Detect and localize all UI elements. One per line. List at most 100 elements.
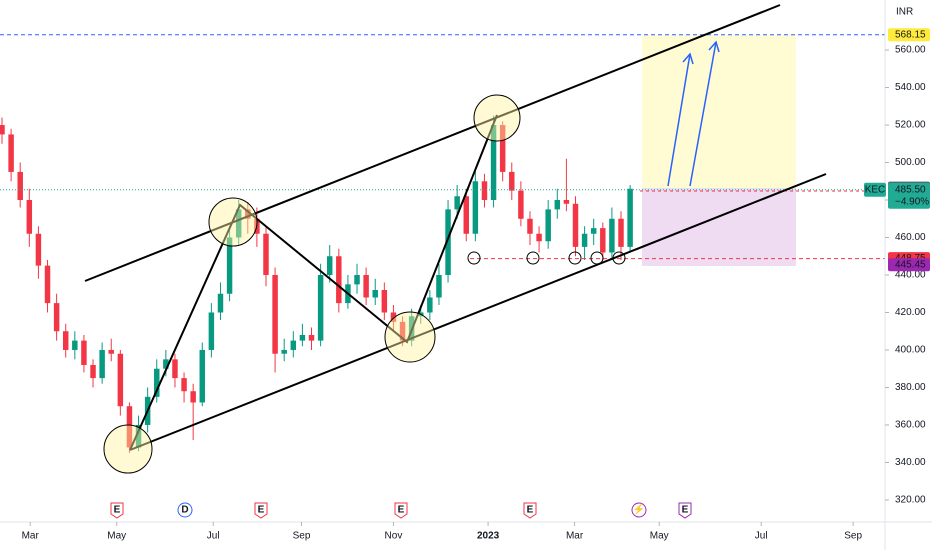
candle-body xyxy=(26,200,33,234)
candle-body xyxy=(363,274,369,298)
arrow-head xyxy=(708,40,720,53)
candle-body xyxy=(390,312,397,322)
candle-body xyxy=(163,359,169,369)
candle-body xyxy=(336,256,342,304)
candle-body xyxy=(8,134,14,172)
x-tick-label: Sep xyxy=(844,531,862,542)
pivot-circle xyxy=(208,197,258,247)
candle-body xyxy=(436,274,442,298)
y-tick-label: 440.00 xyxy=(895,270,926,281)
y-tick-label: 380.00 xyxy=(895,382,926,393)
candle-body xyxy=(0,125,5,135)
y-tick-label: 540.00 xyxy=(895,82,926,93)
candle-body xyxy=(581,233,588,247)
price-axis xyxy=(885,0,932,550)
candle-body xyxy=(44,265,51,304)
event-icon xyxy=(678,502,692,519)
candle-body xyxy=(299,334,306,341)
candle-body xyxy=(545,209,551,242)
arrow xyxy=(667,53,691,187)
candle-body xyxy=(354,274,360,285)
event-label: ⚡ xyxy=(633,503,645,516)
y-tick-label: 420.00 xyxy=(895,307,926,318)
candle-body xyxy=(90,364,96,379)
candle-body xyxy=(235,209,242,238)
candle-body xyxy=(399,321,406,341)
candle-body xyxy=(600,228,606,253)
y-tick-label: 560.00 xyxy=(895,45,926,56)
y-tick-label: 360.00 xyxy=(895,420,926,431)
candle-body xyxy=(72,340,78,350)
candle-body xyxy=(454,196,460,210)
candle-body xyxy=(563,200,570,204)
candle-body xyxy=(326,256,333,275)
candle-body xyxy=(208,312,215,350)
event-label: D xyxy=(181,505,188,516)
candle-body xyxy=(609,218,615,253)
pivot-circle xyxy=(473,94,521,142)
candle-body xyxy=(618,218,624,247)
event-label: E xyxy=(527,505,534,516)
zones xyxy=(642,35,796,266)
overlay: 320.00 340.00 360.00 380.00 400.00 420.00 440.… xyxy=(22,28,930,542)
candle-body xyxy=(527,218,533,234)
event-icon xyxy=(254,502,268,519)
candle-body xyxy=(536,233,542,242)
candle-body xyxy=(590,228,597,234)
candle-body xyxy=(627,188,633,247)
support-circle xyxy=(590,251,604,265)
candle-body xyxy=(490,125,497,201)
event-icon xyxy=(177,502,193,518)
last-price: 485.50 xyxy=(895,184,926,195)
support-circle xyxy=(526,251,540,265)
candle-body xyxy=(381,289,388,313)
candle-body xyxy=(226,237,233,294)
channel-lower xyxy=(129,173,827,451)
price-label-box xyxy=(888,258,930,272)
y-tick-label: 400.00 xyxy=(895,345,926,356)
candle-body xyxy=(427,297,433,313)
candle-body xyxy=(554,200,561,210)
event-label: E xyxy=(398,505,405,516)
x-tick-label: May xyxy=(107,531,126,542)
candle-body xyxy=(199,349,206,403)
channel-upper xyxy=(84,4,781,282)
price-label: 568.15 xyxy=(895,29,926,40)
x-tick-label: 2023 xyxy=(477,531,500,542)
candle-body xyxy=(481,181,488,201)
x-tick-label: Mar xyxy=(22,531,40,542)
arrow xyxy=(689,41,717,187)
candle-body xyxy=(472,181,479,234)
candle-body xyxy=(445,209,451,275)
candle-body xyxy=(117,353,124,407)
candle-body xyxy=(372,289,378,298)
support-circle xyxy=(467,251,481,265)
event-icon xyxy=(523,502,537,519)
candle-body xyxy=(499,125,506,172)
x-tick-label: Jul xyxy=(207,531,220,542)
event-icon xyxy=(110,502,124,519)
candle-body xyxy=(518,190,524,219)
arrows xyxy=(667,40,720,187)
candle-body xyxy=(308,334,315,341)
stop-zone xyxy=(642,188,796,266)
candle-body xyxy=(154,368,160,397)
support-circle xyxy=(612,251,626,265)
x-tick-label: Nov xyxy=(385,531,403,542)
pivot-circle xyxy=(384,311,436,363)
candle-body xyxy=(509,171,515,191)
x-tick-label: Mar xyxy=(566,531,584,542)
candle-body xyxy=(81,340,87,365)
candle-body xyxy=(181,378,187,392)
event-icon xyxy=(631,502,647,518)
symbol-label: KEC xyxy=(865,184,886,195)
candle-body xyxy=(263,233,269,275)
candle-body xyxy=(317,274,324,341)
zigzag xyxy=(129,114,498,451)
candle-body xyxy=(172,359,178,379)
y-tick-label: 320.00 xyxy=(895,495,926,506)
candle-body xyxy=(290,340,297,350)
last-price-box xyxy=(888,182,930,209)
candle-body xyxy=(126,406,133,448)
